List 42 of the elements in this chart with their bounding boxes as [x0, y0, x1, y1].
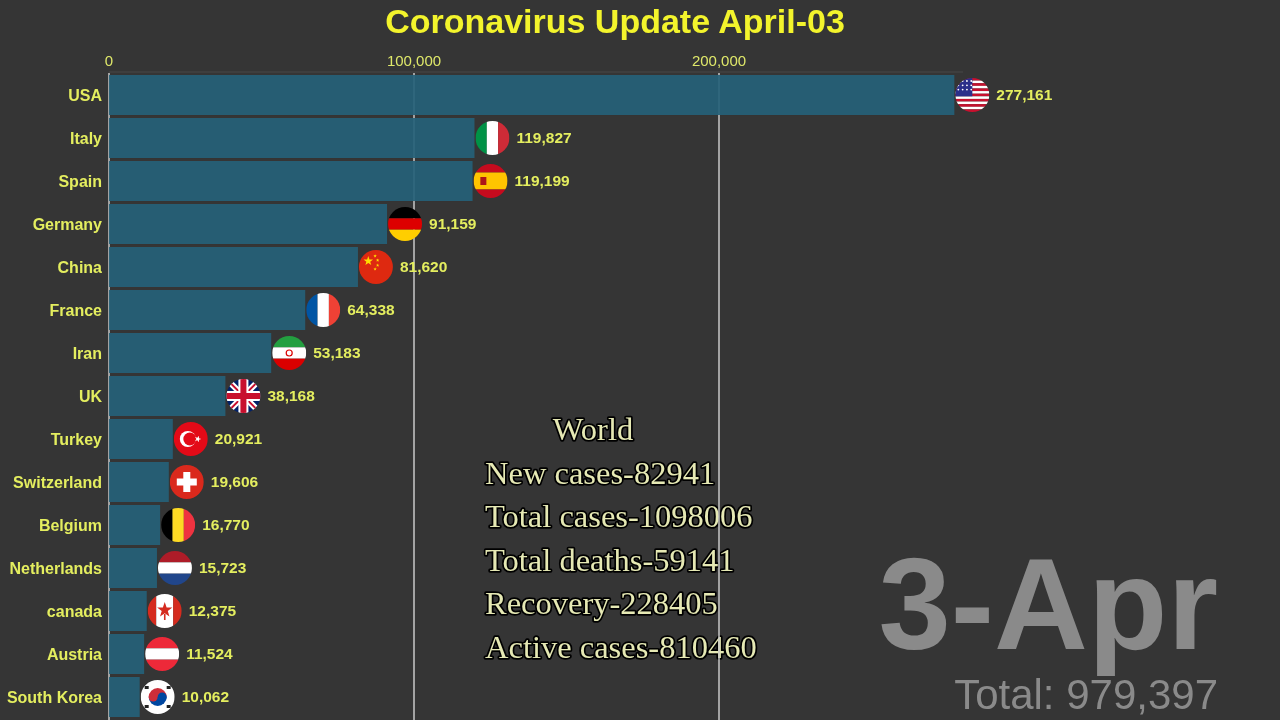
y-tick-label: canada: [46, 602, 103, 620]
data-label: 119,199: [514, 172, 571, 190]
bar: [109, 548, 157, 588]
data-label: 12,375: [188, 602, 237, 620]
data-label: 38,168: [267, 387, 316, 405]
chart-title: Coronavirus Update April-03: [385, 2, 845, 40]
y-tick-label: South Korea: [6, 688, 103, 706]
y-tick-label: Turkey: [50, 430, 103, 448]
x-tick-label: 100,000: [386, 52, 442, 69]
annotation: World: [552, 411, 634, 447]
x-tick-label: 200,000: [691, 52, 747, 69]
data-label: 277,161: [996, 86, 1053, 104]
data-label: 19,606: [210, 473, 259, 491]
y-tick-label: Spain: [58, 172, 102, 190]
y-tick-label: Switzerland: [13, 473, 102, 491]
data-label: 10,062: [181, 688, 230, 706]
y-tick-label: Germany: [32, 215, 103, 233]
x-tick-label: 0: [104, 52, 114, 69]
annotation: Recovery-228405: [485, 585, 718, 622]
data-label: 20,921: [214, 430, 263, 448]
bar: [109, 204, 388, 244]
bar: [109, 333, 272, 373]
bar: [109, 161, 473, 201]
y-tick-label: Belgium: [38, 516, 102, 534]
y-tick-label: China: [57, 258, 103, 276]
data-label: 11,524: [186, 645, 234, 663]
data-label: 64,338: [347, 301, 396, 319]
y-tick-label: Netherlands: [9, 559, 103, 577]
data-label: 119,827: [516, 129, 572, 147]
y-tick-label: Austria: [46, 645, 103, 663]
annotation: New cases-82941: [485, 454, 716, 491]
y-tick-label: USA: [68, 86, 103, 104]
y-tick-label: Iran: [72, 344, 102, 362]
bar: [109, 634, 145, 674]
data-label: 53,183: [313, 344, 361, 362]
y-tick-label: UK: [78, 387, 103, 405]
data-label: 15,723: [198, 559, 247, 577]
bar: [109, 75, 955, 115]
data-label: 16,770: [202, 516, 250, 534]
y-tick-label: France: [49, 301, 103, 319]
data-label: 91,159: [429, 215, 477, 233]
y-tick-label: Italy: [69, 129, 103, 147]
